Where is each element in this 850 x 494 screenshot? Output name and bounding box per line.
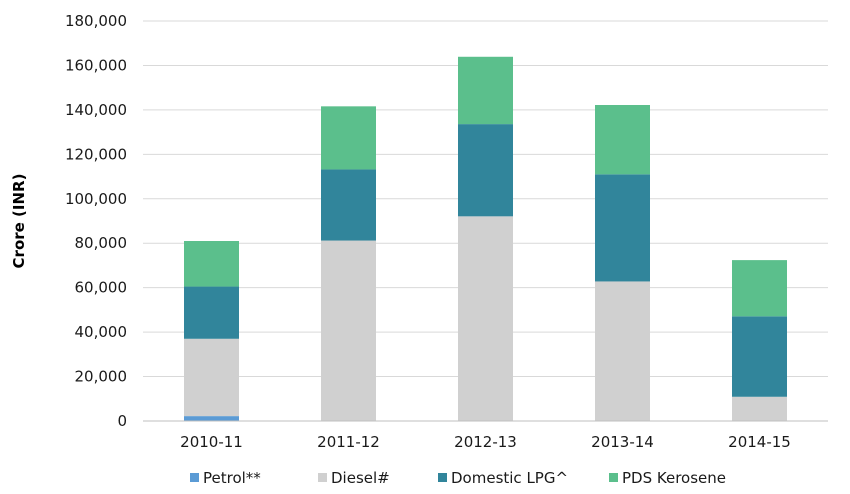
legend-label: Petrol**: [203, 469, 261, 487]
bar-segment: [732, 316, 787, 397]
legend-label: PDS Kerosene: [622, 469, 726, 487]
y-tick-label: 120,000: [65, 145, 127, 163]
bars: [184, 56, 787, 421]
bar-segment: [595, 281, 650, 421]
y-tick-label: 40,000: [75, 323, 128, 341]
y-tick-label: 160,000: [65, 56, 127, 74]
y-tick-label: 0: [117, 412, 127, 430]
bar-segment: [184, 286, 239, 339]
bar-segment: [184, 241, 239, 287]
x-tick-label: 2010-11: [180, 433, 243, 451]
bar-segment: [732, 396, 787, 421]
x-tick-label: 2012-13: [454, 433, 517, 451]
legend-swatch: [609, 473, 618, 482]
y-axis-title: Crore (INR): [10, 174, 28, 269]
legend-swatch: [318, 473, 327, 482]
y-tick-label: 60,000: [75, 279, 128, 297]
bar-segment: [595, 105, 650, 175]
bar-segment: [321, 106, 376, 170]
x-tick-label: 2011-12: [317, 433, 380, 451]
legend: Petrol** Diesel# Domestic LPG^ PDS Kerosene: [190, 469, 726, 487]
bar-segment: [458, 124, 513, 217]
y-tick-label: 140,000: [65, 101, 127, 119]
y-tick-label: 20,000: [75, 368, 128, 386]
legend-swatch: [190, 473, 199, 482]
y-tick-label: 180,000: [65, 12, 127, 30]
x-axis-tick-labels: 2010-11 2011-12 2012-13 2013-14 2014-15: [180, 433, 791, 451]
bar-segment: [595, 174, 650, 282]
legend-label: Domestic LPG^: [451, 469, 568, 487]
bar-segment: [458, 56, 513, 125]
bar-segment: [321, 240, 376, 421]
x-tick-label: 2013-14: [591, 433, 654, 451]
bar-segment: [184, 338, 239, 417]
y-tick-label: 80,000: [75, 234, 128, 252]
x-tick-label: 2014-15: [728, 433, 791, 451]
y-tick-label: 100,000: [65, 190, 127, 208]
bar-segment: [458, 216, 513, 421]
bar-segment: [732, 260, 787, 317]
y-axis-tick-labels: 0 20,000 40,000 60,000 80,000 100,000 120,000 1…: [65, 12, 127, 430]
legend-label: Diesel#: [331, 469, 390, 487]
bar-segment: [184, 416, 239, 421]
legend-swatch: [438, 473, 447, 482]
bar-segment: [321, 169, 376, 241]
